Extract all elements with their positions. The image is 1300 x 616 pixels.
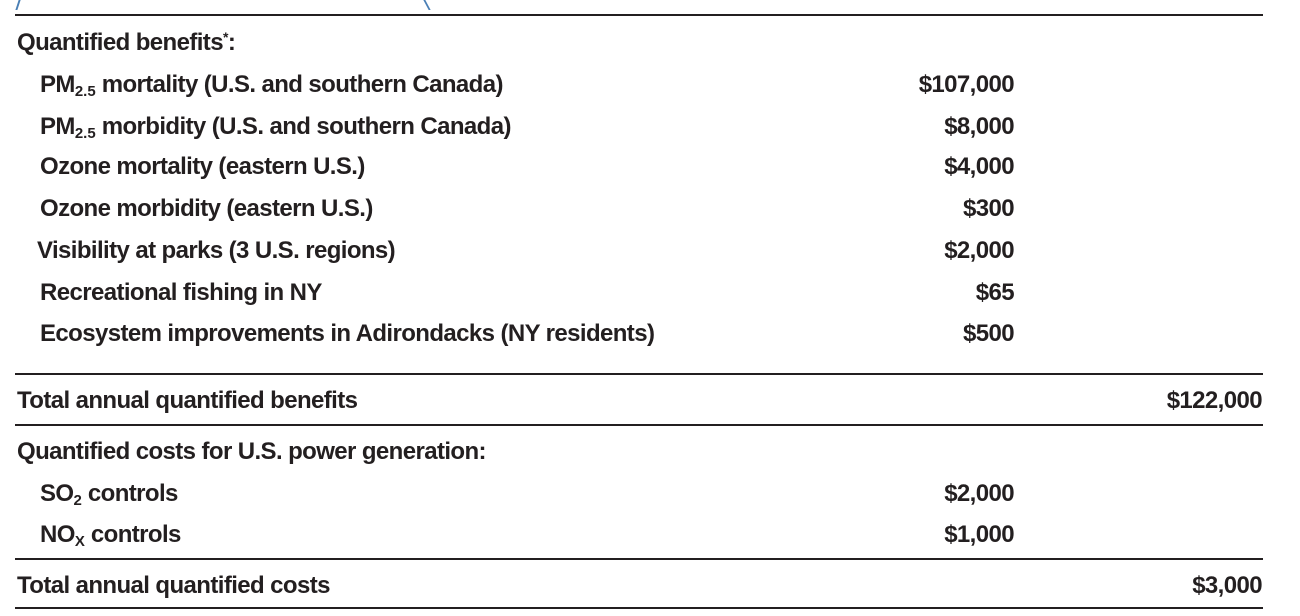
benefit-label: PM2.5 mortality (U.S. and southern Canad… xyxy=(40,71,503,100)
benefit-value: $65 xyxy=(975,279,1015,306)
table-top-rule xyxy=(15,14,1263,16)
costs-heading: Quantified costs for U.S. power generati… xyxy=(17,438,487,465)
costs-heading-row: Quantified costs for U.S. power generati… xyxy=(0,435,1300,469)
benefits-total-value: $122,000 xyxy=(1166,387,1263,414)
costs-total-value: $3,000 xyxy=(1192,572,1262,599)
top-edge-mark-left xyxy=(15,0,21,10)
benefits-heading: Quantified benefits*: xyxy=(17,29,236,56)
benefit-label: Ozone morbidity (eastern U.S.) xyxy=(40,195,373,222)
benefit-row-ozone-morbidity: Ozone morbidity (eastern U.S.) $300 xyxy=(0,192,1300,226)
benefits-total-label: Total annual quantified benefits xyxy=(17,387,358,414)
benefit-row-ecosystem: Ecosystem improvements in Adirondacks (N… xyxy=(0,317,1300,351)
benefit-value: $107,000 xyxy=(918,71,1015,98)
benefits-total-row: Total annual quantified benefits $122,00… xyxy=(0,384,1300,418)
costs-total-label: Total annual quantified costs xyxy=(17,572,330,599)
benefit-label: Ecosystem improvements in Adirondacks (N… xyxy=(40,320,655,347)
table-bottom-rule xyxy=(15,607,1263,609)
cost-value: $1,000 xyxy=(944,521,1014,548)
cost-value: $2,000 xyxy=(944,480,1014,507)
cost-label: NOX controls xyxy=(40,521,181,550)
benefits-total-bottom-rule xyxy=(15,424,1263,426)
top-edge-mark-right xyxy=(423,0,431,10)
benefit-row-visibility: Visibility at parks (3 U.S. regions) $2,… xyxy=(0,234,1300,268)
benefit-row-pm25-morbidity: PM2.5 morbidity (U.S. and southern Canad… xyxy=(0,110,1300,144)
benefits-total-top-rule xyxy=(15,373,1263,375)
benefit-value: $300 xyxy=(963,195,1015,222)
cost-label: SO2 controls xyxy=(40,480,178,509)
cost-row-nox: NOX controls $1,000 xyxy=(0,518,1300,552)
benefit-label: Ozone mortality (eastern U.S.) xyxy=(40,153,365,180)
benefit-value: $2,000 xyxy=(944,237,1014,264)
benefit-value: $4,000 xyxy=(944,153,1014,180)
benefit-value: $8,000 xyxy=(944,113,1014,140)
benefit-label: Recreational fishing in NY xyxy=(40,279,322,306)
benefit-row-ozone-mortality: Ozone mortality (eastern U.S.) $4,000 xyxy=(0,150,1300,184)
benefits-heading-row: Quantified benefits*: xyxy=(0,26,1300,60)
benefit-value: $500 xyxy=(963,320,1015,347)
benefit-row-fishing: Recreational fishing in NY $65 xyxy=(0,276,1300,310)
benefit-label: Visibility at parks (3 U.S. regions) xyxy=(37,237,396,264)
cost-row-so2: SO2 controls $2,000 xyxy=(0,477,1300,511)
benefit-row-pm25-mortality: PM2.5 mortality (U.S. and southern Canad… xyxy=(0,68,1300,102)
costs-total-top-rule xyxy=(15,558,1263,560)
costs-total-row: Total annual quantified costs $3,000 xyxy=(0,569,1300,603)
benefit-label: PM2.5 morbidity (U.S. and southern Canad… xyxy=(40,113,511,142)
